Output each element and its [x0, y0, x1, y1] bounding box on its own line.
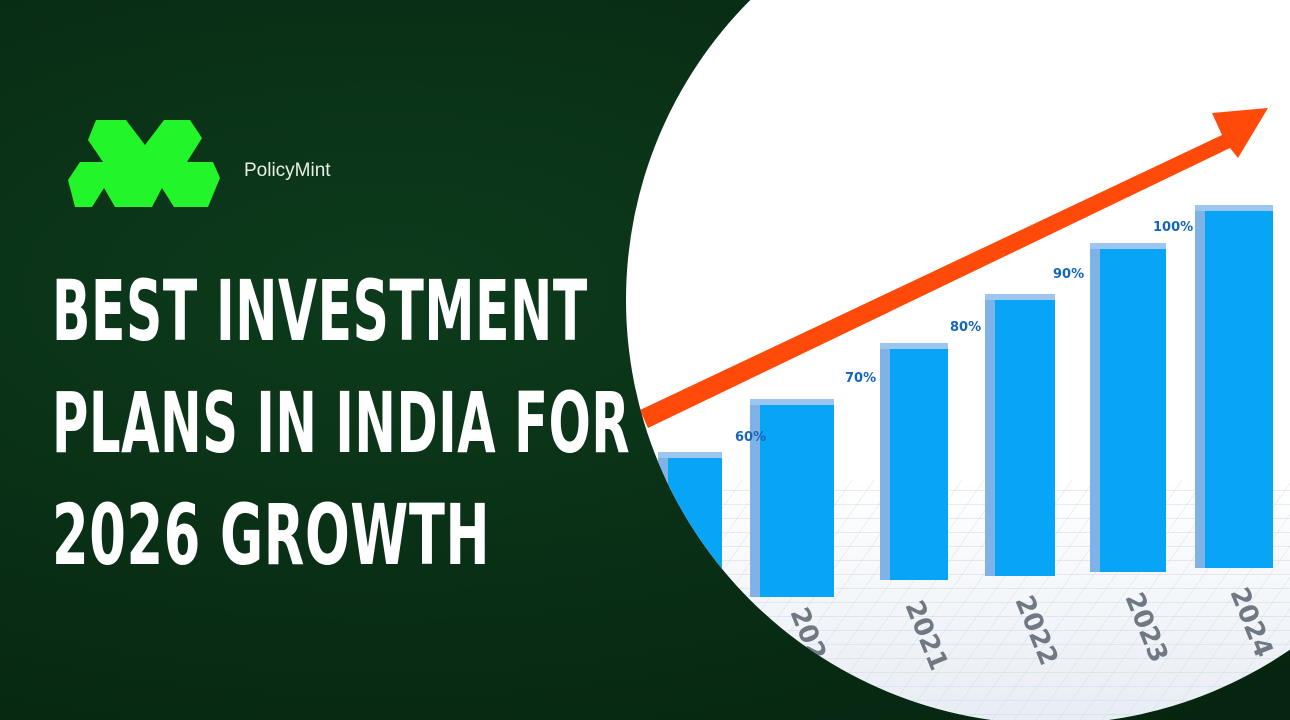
bar-top: [880, 343, 948, 349]
policymint-logo-icon: [68, 120, 220, 207]
bar-value-label: 60%: [735, 430, 766, 445]
bar-top: [658, 452, 722, 458]
bar-value-label: 70%: [845, 371, 876, 386]
bar-side: [880, 343, 890, 580]
bar-side: [985, 294, 995, 576]
bar-value-label: 100%: [1153, 220, 1193, 235]
bar: [1100, 249, 1166, 572]
bar-value-label: 90%: [1053, 267, 1084, 282]
bar-top: [750, 399, 834, 405]
bar-value-label: 80%: [950, 320, 981, 335]
bar-side: [1195, 205, 1205, 568]
bar-top: [985, 294, 1055, 300]
headline: BEST INVESTMENT PLANS IN INDIA FOR 2026 …: [52, 255, 632, 591]
bar-top: [1090, 243, 1166, 249]
headline-line-2: PLANS IN INDIA FOR: [52, 374, 631, 472]
headline-line-3: 2026 GROWTH: [52, 486, 491, 584]
bar: [668, 458, 722, 610]
brand-name: PolicyMint: [244, 160, 331, 181]
bar-side: [750, 399, 760, 597]
headline-line-1: BEST INVESTMENT: [52, 262, 588, 360]
bar: [760, 405, 834, 597]
bar: [995, 300, 1055, 576]
bar-side: [1090, 243, 1100, 572]
trend-arrow-icon: [640, 108, 1268, 428]
bar: [1205, 211, 1273, 568]
bar-top: [1195, 205, 1273, 211]
bar: [890, 349, 948, 580]
bar-side: [658, 452, 668, 610]
